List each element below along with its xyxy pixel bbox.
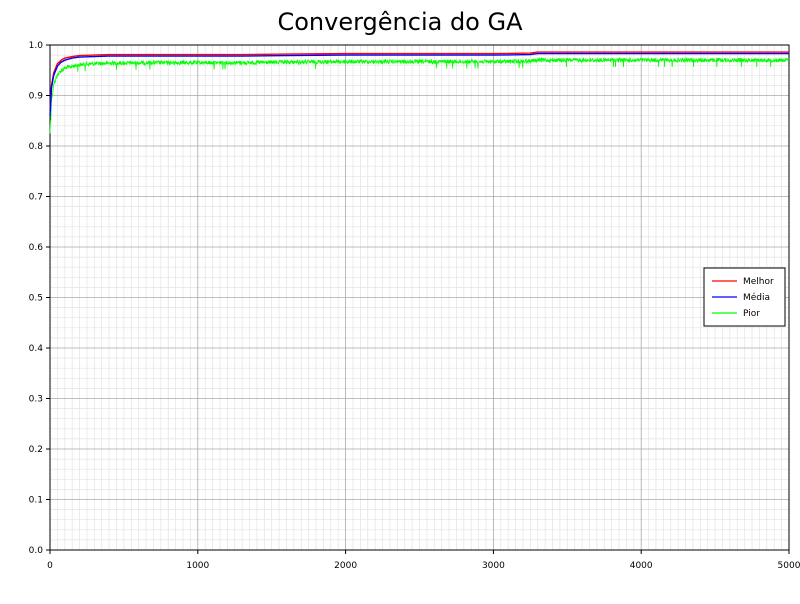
legend-label: Pior	[743, 309, 760, 319]
y-tick-label: 0.9	[29, 92, 44, 102]
series-line-pior	[49, 56, 790, 134]
series-line-média	[49, 52, 789, 116]
y-tick-label: 0.2	[29, 445, 43, 455]
x-tick-label: 1000	[186, 561, 209, 571]
major-grid	[50, 45, 789, 550]
y-tick-label: 0.5	[29, 294, 43, 304]
y-tick-label: 0.7	[29, 193, 43, 203]
legend-label: Melhor	[743, 277, 774, 287]
y-tick-label: 1.0	[29, 41, 44, 51]
chart-title: Convergência do GA	[277, 8, 523, 36]
legend: Melhor Média Pior	[703, 267, 786, 327]
legend-label: Média	[743, 292, 770, 303]
x-tick-label: 4000	[630, 561, 653, 571]
x-tick-label: 3000	[482, 561, 505, 571]
y-tick-label: 0.4	[29, 344, 44, 354]
y-tick-label: 0.6	[29, 243, 44, 253]
series-line-melhor	[49, 51, 789, 111]
x-tick-label: 0	[47, 561, 53, 571]
y-tick-label: 0.3	[29, 395, 43, 405]
y-tick-label: 0.1	[29, 496, 43, 506]
x-tick-label: 5000	[778, 561, 800, 571]
axis-ticks: 0 1000 2000 3000 4000 5000 0.0 0.1 0.2 0.3 0.4 0.5 0…	[29, 41, 800, 571]
y-tick-label: 0.0	[29, 546, 44, 556]
y-tick-label: 0.8	[29, 142, 44, 152]
x-tick-label: 2000	[334, 561, 357, 571]
series-layer	[49, 51, 790, 134]
